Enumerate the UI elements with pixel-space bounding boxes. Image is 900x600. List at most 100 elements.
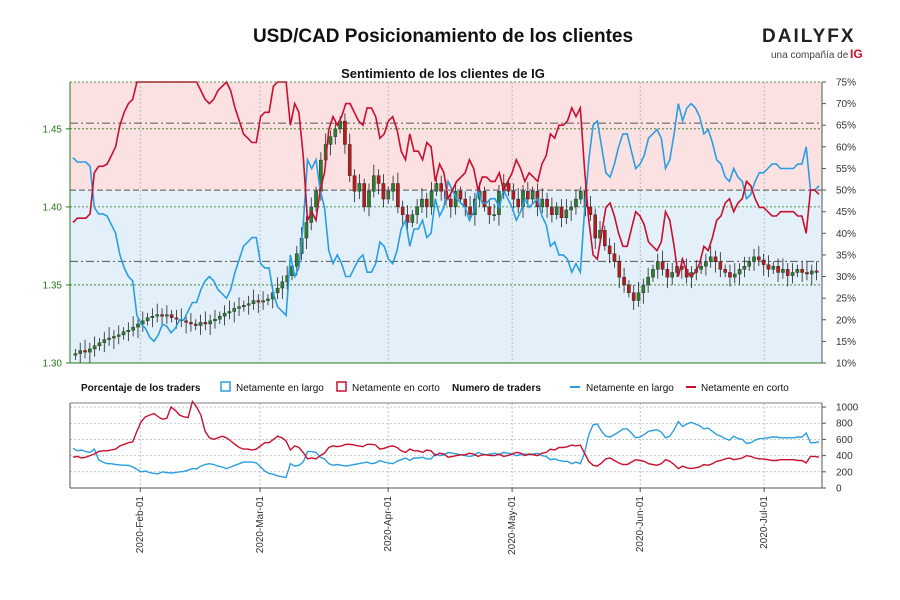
long-pct-line (72, 102, 820, 343)
candle-body-105 (578, 191, 583, 200)
candle-body-3 (88, 348, 92, 353)
page-title: USD/CAD Posicionamiento de los clientes (253, 26, 633, 47)
candle-body-122 (660, 261, 665, 270)
candle-body-152 (805, 272, 809, 275)
candle-body-32 (227, 311, 232, 314)
candle-body-87 (492, 214, 496, 216)
low-tick-label-1: 200 (836, 467, 853, 478)
pct-tick-label-1: 15% (836, 337, 856, 348)
candle-body-28 (208, 320, 212, 325)
candle-body-35 (242, 305, 246, 308)
candle-body-8 (112, 336, 116, 339)
pct-tick-label-12: 70% (836, 99, 856, 110)
xtick-label-2: 2020-Apr-01 (383, 496, 394, 552)
dailyfx-logo: DAILYFX (762, 26, 856, 47)
main-axes: 10% 15% 20% 25% 30% 35% 40% 45% 50% 55% 60% 65% 70% 7… (43, 78, 857, 370)
candle-body-114 (622, 276, 626, 286)
candle-body-137 (732, 273, 737, 278)
legend-traders-header: Numero de traders (452, 383, 541, 394)
candle-body-150 (795, 269, 800, 273)
candle-body-135 (723, 269, 727, 273)
candle-body-58 (352, 175, 357, 192)
candle-body-42 (275, 287, 280, 293)
candle-body-73 (424, 198, 429, 208)
candle-body-131 (704, 261, 708, 267)
candle-body-57 (347, 144, 352, 176)
low-tick-label-3: 600 (836, 435, 853, 446)
low-tick-label-2: 400 (836, 451, 853, 462)
candle-body-61 (367, 191, 371, 208)
candle-body-67 (396, 183, 400, 208)
candle-body-2 (83, 350, 87, 353)
candle-body-143 (761, 259, 766, 265)
candle-body-120 (651, 269, 655, 278)
candle-body-144 (766, 264, 771, 270)
candle-body-130 (699, 266, 703, 270)
xtick-label-3: 2020-May-01 (507, 496, 518, 555)
legend-short-label: Netamente en corto (352, 383, 440, 394)
candle-body-98 (545, 198, 549, 208)
legend-short-box (336, 381, 347, 392)
candle-body-48 (304, 222, 309, 239)
candle-body-5 (97, 342, 102, 347)
pct-tick-label-0: 10% (836, 359, 856, 370)
long-count-line (72, 420, 820, 479)
candle-body-68 (400, 206, 405, 215)
candle-body-31 (222, 312, 227, 317)
pct-tick-label-13: 75% (836, 78, 856, 89)
candle-body-9 (116, 334, 121, 337)
candle-body-123 (665, 269, 670, 278)
price-tick-label-3: 1.45 (43, 124, 63, 135)
xtick-label-5: 2020-Jul-01 (759, 496, 770, 549)
legend-long-label-2: Netamente en largo (586, 383, 674, 394)
candle-body-141 (752, 256, 756, 262)
candle-body-19 (165, 314, 169, 317)
candle-body-85 (482, 191, 487, 208)
candle-body-53 (328, 136, 333, 145)
candle-body-62 (372, 175, 376, 192)
candle-body-86 (487, 206, 492, 215)
pct-tick-label-2: 20% (836, 315, 856, 326)
candle-body-43 (280, 281, 285, 289)
legend-short-label-2: Netamente en corto (701, 383, 789, 394)
candle-body-16 (150, 315, 155, 318)
main-chart-title: Sentimiento de los clientes de IG (341, 66, 545, 81)
candle-body-119 (646, 276, 650, 286)
candle-body-132 (708, 256, 713, 262)
candle-body-103 (569, 206, 573, 211)
pct-tick-label-4: 30% (836, 272, 856, 283)
candle-body-46 (295, 253, 299, 267)
candle-body-66 (391, 183, 395, 192)
candle-body-91 (511, 191, 516, 200)
pct-tick-label-8: 50% (836, 186, 856, 197)
candle-body-15 (145, 317, 150, 322)
candle-body-34 (237, 306, 241, 309)
candle-body-11 (126, 330, 131, 332)
candle-body-6 (102, 339, 107, 343)
legend-long-box (220, 381, 231, 392)
main-panel: 10% 15% 20% 25% 30% 35% 40% 45% 50% 55% 60% 65% 70% 7… (43, 78, 857, 370)
candle-body-116 (631, 292, 636, 301)
logo-tagline: una compañía de (771, 50, 849, 61)
candle-body-121 (655, 261, 660, 270)
candle-body-17 (155, 314, 160, 317)
candle-body-82 (468, 206, 472, 215)
candle-body-33 (232, 308, 237, 312)
candle-body-146 (776, 266, 780, 273)
short-pct-line (72, 80, 820, 278)
candle-body-142 (757, 256, 761, 261)
candle-body-138 (737, 269, 742, 275)
pct-tick-label-10: 60% (836, 142, 856, 153)
candle-body-115 (627, 284, 631, 293)
candle-body-39 (261, 300, 265, 303)
candle-body-147 (781, 269, 785, 273)
candle-body-153 (809, 270, 814, 275)
candle-body-148 (785, 269, 790, 276)
candle-body-145 (771, 266, 776, 270)
candle-body-117 (636, 292, 641, 301)
candle-body-18 (160, 314, 164, 317)
candle-body-149 (790, 272, 795, 276)
candle-body-24 (189, 322, 193, 325)
candle-body-25 (193, 323, 198, 326)
lower-axes: 0 200 400 600 800 1000 (69, 403, 859, 495)
